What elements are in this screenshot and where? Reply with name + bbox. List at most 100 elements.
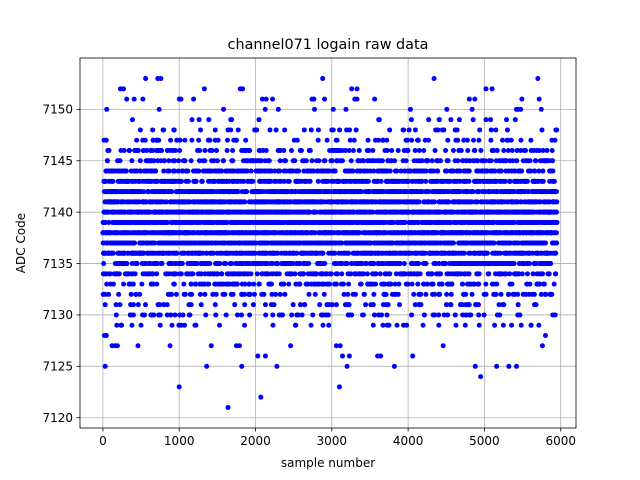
data-point [425,158,431,164]
data-point [127,148,133,153]
data-point [110,281,116,287]
data-point [294,250,300,256]
data-point [277,291,283,297]
data-point [307,148,313,153]
data-point [315,127,321,133]
data-point [423,291,429,297]
data-point [409,312,415,318]
data-point [417,271,423,277]
data-point [159,261,165,267]
data-point [384,148,390,153]
data-point [436,261,442,267]
data-point [476,281,482,287]
data-point [401,261,407,267]
data-point [241,178,247,184]
data-point [288,148,294,153]
data-point [230,148,236,153]
data-point [432,291,438,297]
data-point [232,302,238,308]
data-point [315,137,321,143]
data-point [429,158,435,164]
data-point [476,271,482,277]
data-point [445,137,451,143]
data-point [313,209,319,215]
data-point [348,158,354,164]
data-point [302,302,308,308]
data-point [398,168,404,174]
data-point [234,137,240,143]
data-point [171,127,177,133]
data-point [154,178,160,184]
data-point [248,271,254,277]
data-point [421,312,427,318]
data-point [321,291,327,297]
data-point [242,302,248,308]
data-point [181,281,187,287]
data-point [137,158,143,164]
data-point [350,148,356,153]
data-point [242,199,248,205]
data-point [199,271,204,277]
data-point [173,271,179,277]
data-point [132,240,138,246]
data-point [452,312,458,318]
data-point [345,291,351,297]
data-point [247,281,253,287]
data-point [224,148,230,153]
data-point [450,168,456,174]
data-point [189,137,195,143]
data-point [219,168,225,174]
data-point [141,189,147,195]
data-point [207,137,213,143]
data-point [411,291,417,297]
data-point [254,127,260,133]
data-point [370,302,376,308]
data-point [129,261,135,267]
data-point [221,158,227,164]
data-point [124,261,130,267]
data-point [210,291,216,297]
data-point [346,250,352,256]
data-point [121,148,127,153]
data-point [435,168,441,174]
data-point [328,271,334,277]
data-point [312,291,318,297]
data-point [416,199,422,205]
data-point [251,291,257,297]
data-point [156,137,162,143]
data-point [329,158,335,164]
data-point [475,302,481,308]
data-point [207,261,213,267]
data-point [387,168,393,174]
data-point [340,281,346,287]
data-point [234,281,240,287]
data-point [165,219,171,225]
data-point [357,230,363,236]
data-point [301,127,307,133]
data-point [132,271,138,277]
data-point [169,291,175,297]
data-point [412,127,418,133]
data-point [460,281,466,287]
data-point [154,261,160,267]
data-point [296,168,302,174]
data-point [248,168,254,174]
data-point [465,148,471,153]
data-point [150,127,156,133]
data-point [419,178,425,184]
data-point [157,302,163,308]
data-point [478,148,484,153]
data-point [477,127,483,133]
data-point [196,158,202,164]
data-point [412,302,418,308]
data-point [461,137,467,143]
data-point [396,302,402,308]
data-point [332,168,338,174]
data-point [311,168,317,174]
data-point [206,281,212,287]
data-point [366,148,372,153]
data-point [103,137,109,143]
data-point [273,127,279,133]
data-point [325,312,331,318]
data-point [358,281,364,287]
